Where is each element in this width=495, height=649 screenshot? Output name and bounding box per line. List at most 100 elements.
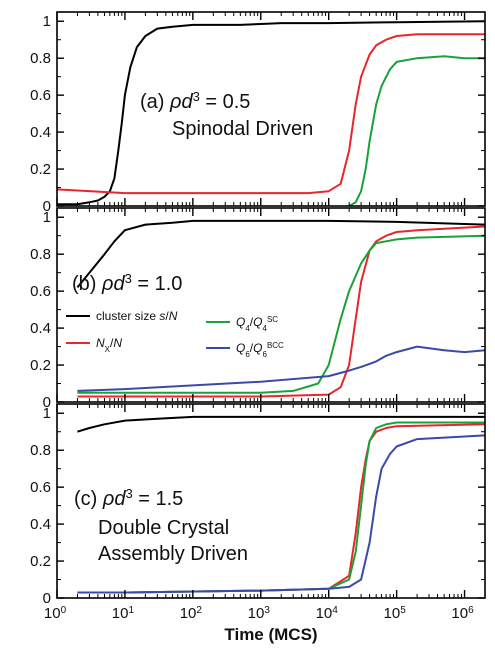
legend-label-0-part-0: cluster size (96, 309, 159, 323)
series-line-panel1-0 (76, 219, 486, 289)
legend-label-2-part-1: 4 (245, 324, 250, 333)
x-tick-label-2-part-0: 10 (180, 605, 197, 622)
y-tick-label-panel2-4: 0.8 (30, 442, 51, 459)
legend-label-1-part-1: X (105, 345, 111, 354)
y-tick-label-panel1-4: 0.8 (30, 246, 51, 263)
legend-label-3-part-4: 6 (262, 350, 267, 359)
ticks-layer (56, 12, 486, 599)
panel-c-label: (c) ρd3 = 1.5 (74, 486, 183, 511)
x-axis-title: Time (MCS) (224, 625, 317, 644)
y-tick-label-panel1-5: 1 (43, 209, 51, 226)
legend-label-3-part-5: BCC (267, 341, 284, 350)
legend-label-3-part-1: 6 (245, 350, 250, 359)
x-tick-label-6-part-0: 10 (451, 605, 468, 622)
axes-frame-panel-2 (56, 403, 486, 599)
x-tick-label-5: 105 (384, 605, 407, 623)
panel-a-label-part-3: = 0.5 (200, 91, 251, 113)
x-tick-label-5-part-0: 10 (384, 605, 401, 622)
series-line-panel0-2 (348, 55, 485, 207)
series-line-panel1-1 (77, 225, 486, 398)
y-tick-label-panel0-3: 0.6 (30, 87, 51, 104)
axes-frame-panel-1 (56, 207, 486, 403)
series-line-panel2-0 (77, 415, 485, 433)
x-tick-label-3-part-0: 10 (248, 605, 265, 622)
panel-b-label-part-0: (b) (72, 273, 102, 295)
legend-label-3-part-0: Q (236, 341, 245, 355)
panel-c-label-part-1: ρd (102, 488, 126, 510)
y-tick-label-panel2-0: 0 (43, 590, 51, 607)
panel-c-label-part-0: (c) (74, 488, 103, 510)
legend-label-2-part-4: 4 (262, 324, 267, 333)
legend-label-3-part-3: Q (253, 341, 262, 355)
panel-a-label-part-1: ρd (169, 91, 193, 113)
axes-frame-panel-0 (56, 11, 486, 207)
x-tick-label-4-part-1: 4 (332, 605, 338, 616)
panel-c-sublabel-2: Assembly Driven (98, 543, 248, 565)
panel-b-label-part-1: ρd (101, 273, 125, 295)
panel-c-label-part-2: 3 (125, 486, 132, 501)
panel-a-sublabel: Spinodal Driven (172, 118, 313, 140)
panel-a-sublabel-part-0: Spinodal Driven (172, 118, 313, 140)
panel-c-sublabel-2-part-0: Assembly Driven (98, 543, 248, 565)
panel-c-label-part-3: = 1.5 (133, 488, 184, 510)
y-tick-label-panel0-1: 0.2 (30, 161, 51, 178)
panel-b-label: (b) ρd3 = 1.0 (72, 271, 182, 296)
x-tick-label-2: 102 (180, 605, 203, 623)
legend-label-2-part-0: Q (236, 315, 245, 329)
x-tick-label-6-part-1: 6 (468, 605, 474, 616)
legend-label-1-part-3: N (113, 336, 122, 350)
x-tick-label-1-part-1: 1 (128, 605, 134, 616)
y-tick-label-panel0-2: 0.4 (30, 124, 51, 141)
x-tick-label-1: 101 (112, 605, 135, 623)
x-tick-label-0-part-1: 0 (61, 605, 67, 616)
series-line-panel1-2 (77, 234, 486, 394)
y-tick-label-panel2-3: 0.6 (30, 479, 51, 496)
panel-a-label: (a) ρd3 = 0.5 (140, 89, 250, 114)
legend-label-2: Q4/Q4SC (236, 315, 278, 333)
series-line-panel0-1 (56, 33, 485, 195)
x-tick-label-2-part-1: 2 (196, 605, 202, 616)
legend-label-0-part-1: s (159, 309, 165, 323)
legend-label-0-part-2: / (165, 309, 169, 323)
y-tick-label-panel2-2: 0.4 (30, 516, 51, 533)
legend-label-0: cluster size s/N (96, 309, 178, 323)
y-tick-label-panel0-4: 0.8 (30, 50, 51, 67)
series-line-panel2-3 (77, 434, 486, 594)
text-layer: 00.20.40.60.8100.20.40.60.8100.20.40.60.… (30, 13, 474, 644)
legend-label-1-part-2: / (110, 336, 114, 350)
x-tick-label-5-part-1: 5 (400, 605, 406, 616)
y-tick-label-panel2-5: 1 (43, 405, 51, 422)
panel-c-sublabel-1-part-0: Double Crystal (98, 517, 229, 539)
panel-a-label-part-0: (a) (140, 91, 170, 113)
x-tick-label-3-part-1: 3 (264, 605, 270, 616)
legend-label-3: Q6/Q6BCC (236, 341, 284, 359)
y-tick-label-panel2-1: 0.2 (30, 553, 51, 570)
y-tick-label-panel1-0: 0 (43, 394, 51, 411)
legend-label-2-part-3: Q (253, 315, 262, 329)
panel-c-sublabel-1: Double Crystal (98, 517, 229, 539)
series-line-panel1-3 (77, 345, 486, 392)
x-tick-label-1-part-0: 10 (112, 605, 129, 622)
y-tick-label-panel0-0: 0 (43, 198, 51, 215)
x-tick-label-3: 103 (248, 605, 271, 623)
x-tick-label-4-part-0: 10 (316, 605, 333, 622)
legend-label-1-part-0: N (96, 336, 105, 350)
panel-a-label-part-2: 3 (193, 89, 200, 104)
legend-label-0-part-3: N (169, 309, 178, 323)
y-tick-label-panel1-3: 0.6 (30, 283, 51, 300)
panel-b-label-part-2: 3 (125, 271, 132, 286)
series-line-panel0-0 (57, 20, 486, 206)
x-tick-label-0-part-0: 10 (44, 605, 61, 622)
y-tick-label-panel0-5: 1 (43, 13, 51, 30)
panel-b-label-part-3: = 1.0 (132, 273, 183, 295)
legend-label-3-part-2: / (250, 341, 254, 355)
x-tick-label-6: 106 (451, 605, 474, 623)
legend-label-1: NX/N (96, 336, 122, 354)
y-tick-label-panel1-2: 0.4 (30, 320, 51, 337)
x-tick-label-4: 104 (316, 605, 339, 623)
x-tick-label-0: 100 (44, 605, 67, 623)
y-tick-label-panel1-1: 0.2 (30, 357, 51, 374)
legend-label-2-part-2: / (250, 315, 254, 329)
axes-layer (56, 11, 486, 599)
